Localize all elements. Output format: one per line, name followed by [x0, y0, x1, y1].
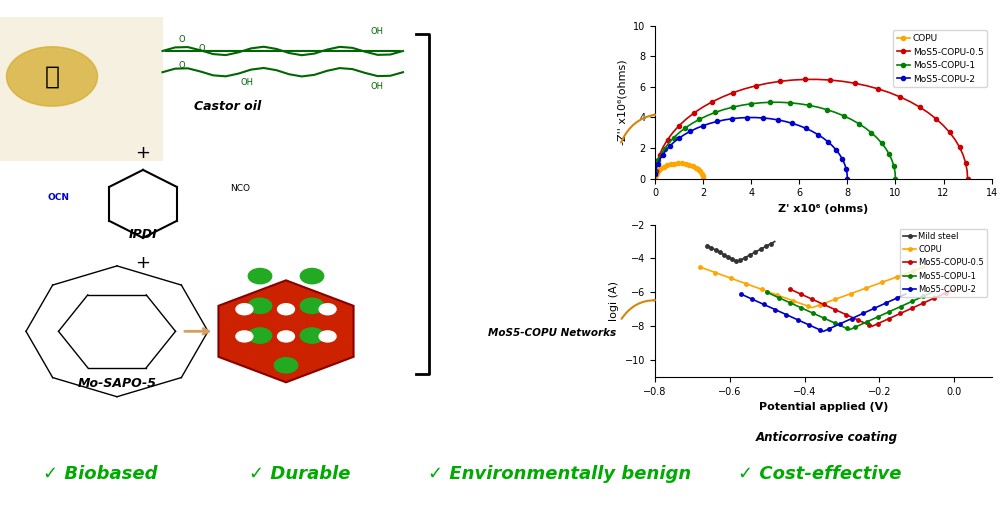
Text: +: + — [136, 254, 150, 272]
Text: MoS5-COPU Networks: MoS5-COPU Networks — [488, 327, 617, 338]
Circle shape — [278, 331, 294, 342]
Text: O: O — [179, 61, 185, 70]
Text: OCN: OCN — [48, 193, 70, 202]
X-axis label: Z' x10⁶ (ohms): Z' x10⁶ (ohms) — [778, 204, 868, 214]
Text: IPDI: IPDI — [129, 228, 157, 241]
Circle shape — [274, 357, 298, 373]
Text: ✓ Durable: ✓ Durable — [249, 465, 351, 483]
Text: O: O — [179, 35, 185, 45]
Bar — [0, 17, 162, 162]
Circle shape — [278, 304, 294, 315]
Text: 🫙: 🫙 — [44, 64, 60, 89]
Circle shape — [300, 328, 324, 343]
Text: ✓ Biobased: ✓ Biobased — [43, 465, 157, 483]
Text: OH: OH — [240, 78, 254, 87]
X-axis label: Potential applied (V): Potential applied (V) — [759, 402, 888, 412]
Circle shape — [236, 304, 253, 315]
Circle shape — [248, 268, 272, 284]
Text: +: + — [136, 144, 150, 162]
Circle shape — [319, 331, 336, 342]
Text: ✓ Cost-effective: ✓ Cost-effective — [738, 465, 902, 483]
Circle shape — [6, 47, 98, 106]
Polygon shape — [218, 280, 354, 382]
Y-axis label: -Z'' x10⁶(ohms): -Z'' x10⁶(ohms) — [617, 60, 627, 145]
Circle shape — [300, 268, 324, 284]
Text: OH: OH — [370, 27, 384, 36]
Circle shape — [248, 298, 272, 313]
Legend: Mild steel, COPU, MoS5-COPU-0.5, MoS5-COPU-1, MoS5-COPU-2: Mild steel, COPU, MoS5-COPU-0.5, MoS5-CO… — [900, 229, 987, 297]
Text: Castor oil: Castor oil — [194, 100, 261, 113]
Text: NCO: NCO — [230, 184, 250, 193]
Text: Anticorrosive coating: Anticorrosive coating — [756, 431, 898, 444]
Legend: COPU, MoS5-COPU-0.5, MoS5-COPU-1, MoS5-COPU-2: COPU, MoS5-COPU-0.5, MoS5-COPU-1, MoS5-C… — [893, 31, 987, 87]
Circle shape — [319, 304, 336, 315]
Y-axis label: logi (A): logi (A) — [609, 281, 619, 321]
Text: O: O — [198, 44, 205, 53]
Text: ✓ Environmentally benign: ✓ Environmentally benign — [428, 465, 692, 483]
Circle shape — [248, 328, 272, 343]
Circle shape — [300, 298, 324, 313]
Text: OH: OH — [370, 82, 384, 91]
Circle shape — [236, 331, 253, 342]
Text: Mo-SAPO-5: Mo-SAPO-5 — [78, 377, 156, 390]
